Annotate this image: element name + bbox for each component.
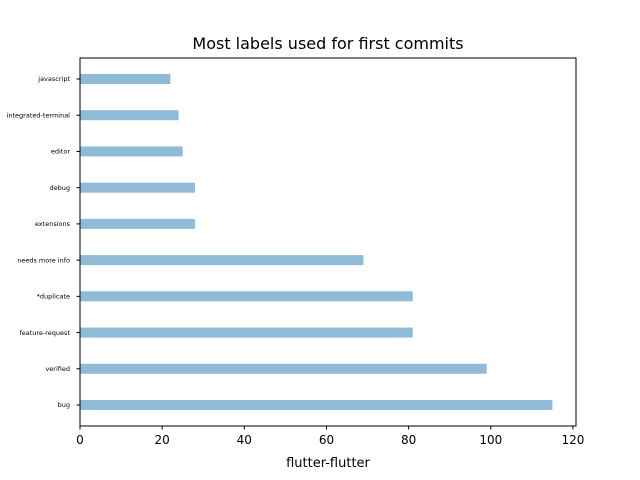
y-tick-label: needs more info	[17, 256, 70, 264]
bar-1	[80, 363, 487, 374]
bar-5	[80, 218, 196, 229]
x-tick-label: 60	[319, 433, 334, 447]
y-tick-label: editor	[51, 148, 70, 156]
y-tick-label: bug	[58, 401, 70, 409]
x-axis-label: flutter-flutter	[286, 456, 370, 471]
y-tick-label: javascript	[37, 75, 70, 83]
bar-7	[80, 146, 183, 157]
x-tick-label: 80	[401, 433, 416, 447]
bar-6	[80, 182, 196, 193]
x-tick-label: 120	[561, 433, 584, 447]
y-tick-label: verified	[45, 365, 70, 373]
bar-9	[80, 74, 171, 84]
y-tick-label: integrated-terminal	[7, 111, 71, 119]
plot-frame	[79, 57, 577, 427]
chart-title: Most labels used for first commits	[192, 34, 463, 53]
x-tick-label: 20	[155, 433, 170, 447]
x-tick-label: 0	[76, 433, 84, 447]
x-tick-label: 40	[237, 433, 252, 447]
y-tick-label: feature-request	[19, 329, 70, 337]
y-axis-ticks: bug verified feature-request *duplicate need…	[7, 75, 80, 409]
y-tick-label: debug	[50, 184, 71, 192]
bar-2	[80, 327, 413, 338]
bar-4	[80, 255, 364, 266]
x-tick-label: 100	[479, 433, 502, 447]
bars-group	[80, 74, 553, 410]
bar-3	[80, 291, 413, 302]
x-axis-ticks: 0 20 40 60 80 100 120	[76, 426, 584, 447]
y-tick-label: extensions	[35, 220, 71, 228]
bar-0	[80, 400, 553, 410]
y-tick-label: *duplicate	[37, 293, 70, 301]
bar-8	[80, 110, 179, 121]
